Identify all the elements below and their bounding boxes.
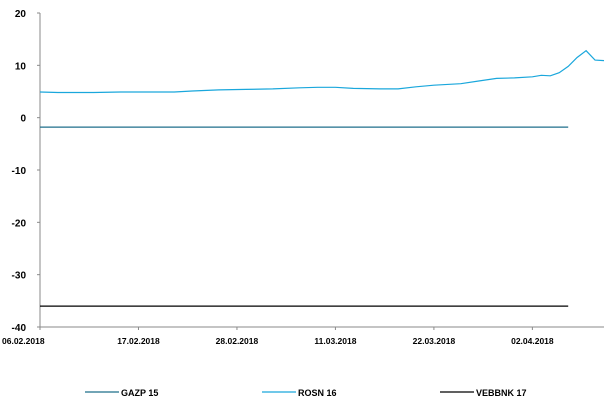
legend-label: ROSN 16 [298,388,337,398]
x-tick-label: 22.03.2018 [413,336,456,346]
y-tick-label: -10 [12,166,27,177]
legend-label: GAZP 15 [121,388,158,398]
y-tick-label: -40 [12,323,27,334]
y-axis: 20 10 0 -10 -20 -30 -40 [12,9,41,334]
legend-item: GAZP 15 [85,388,158,398]
legend-item: ROSN 16 [262,388,337,398]
y-tick-label: 20 [15,9,27,20]
x-tick-label: 02.04.2018 [511,336,554,346]
x-axis: 06.02.2018 17.02.2018 28.02.2018 11.03.2018… [2,326,604,346]
y-tick-label: 10 [15,61,27,72]
legend-label: VEBBNK 17 [476,388,527,398]
x-tick-label: 17.02.2018 [117,336,160,346]
series-line-rosn-16 [39,49,605,94]
y-tick-label: 0 [20,114,26,125]
legend-item: VEBBNK 17 [440,388,527,398]
series-layer [39,49,605,307]
x-tick-label: 28.02.2018 [216,336,259,346]
legend: GAZP 15 ROSN 16 VEBBNK 17 [85,388,527,398]
y-tick-label: -30 [12,271,27,282]
x-tick-label: 06.02.2018 [2,336,45,346]
x-tick-label: 11.03.2018 [314,336,356,346]
y-tick-label: -20 [12,218,27,229]
